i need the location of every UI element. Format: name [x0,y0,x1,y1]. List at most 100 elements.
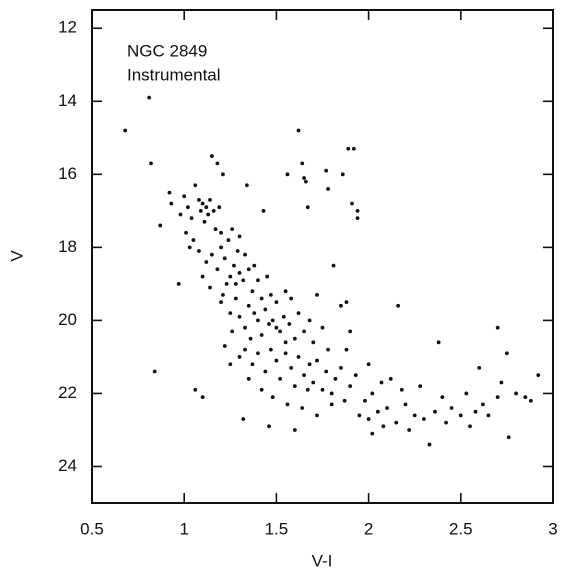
point [333,376,338,381]
point [307,318,312,323]
point [200,201,205,206]
point [370,391,375,396]
point [193,387,198,392]
point [307,362,312,367]
point [436,340,441,345]
point [191,238,196,242]
point [158,223,163,228]
point [237,355,242,359]
point [204,205,209,210]
point [305,387,310,392]
point [243,325,247,330]
annotation: Instrumental [127,65,221,84]
point [292,428,297,432]
point [250,362,255,367]
point [246,376,251,381]
point [292,336,297,341]
point [315,292,319,297]
y-tick-label: 16 [58,164,77,183]
point [528,398,533,403]
point [228,274,233,279]
point [209,154,214,158]
point [123,128,128,133]
point [215,161,220,166]
point [340,172,345,177]
point [342,398,347,403]
point [197,197,201,202]
point [222,344,227,348]
point [357,413,362,418]
point [208,197,212,202]
point [422,417,426,421]
point [289,365,294,370]
point [233,296,238,301]
point [444,420,448,425]
point [184,230,188,235]
point [187,245,192,250]
point [198,208,203,213]
point [228,362,233,367]
point [219,230,223,235]
point [206,212,211,217]
point [230,329,235,334]
point [315,358,319,363]
point [256,318,260,323]
point [394,420,399,425]
point [241,278,246,283]
point [324,369,329,374]
point [495,325,500,330]
point [182,194,187,199]
y-tick-label: 24 [58,456,77,475]
point [263,369,268,374]
point [237,271,242,275]
point [300,161,305,166]
point [232,263,236,268]
x-tick-label: 1.5 [265,519,289,538]
y-tick-label: 20 [58,310,77,329]
point [449,406,454,410]
x-tick-label: 2.5 [449,519,473,538]
point [243,252,247,257]
point [458,413,463,418]
y-axis-label: V [7,250,26,262]
point [523,395,528,399]
point [418,384,423,389]
point [326,187,330,191]
point [329,391,334,396]
point [268,347,273,352]
point [300,406,305,410]
point [200,274,205,279]
point [204,260,209,264]
point [506,435,511,440]
point [344,300,349,305]
point [403,402,408,407]
point [274,300,279,305]
point [246,303,251,308]
point [348,384,353,389]
point [396,303,401,308]
point [427,442,432,447]
point [235,249,240,253]
point [302,329,306,334]
point [320,325,325,330]
point [292,384,297,389]
y-tick-label: 22 [58,383,77,402]
point [189,216,194,221]
point [344,347,349,352]
point [324,168,329,173]
point [305,205,310,210]
point [283,289,288,294]
point [259,333,264,337]
point [246,267,251,272]
point [211,208,216,213]
point [221,292,225,297]
point [169,201,174,206]
point [167,190,172,195]
point [283,351,288,356]
point [440,395,445,399]
point [278,329,282,334]
point [379,380,384,385]
point [473,409,478,414]
point [331,263,336,268]
point [278,376,282,381]
